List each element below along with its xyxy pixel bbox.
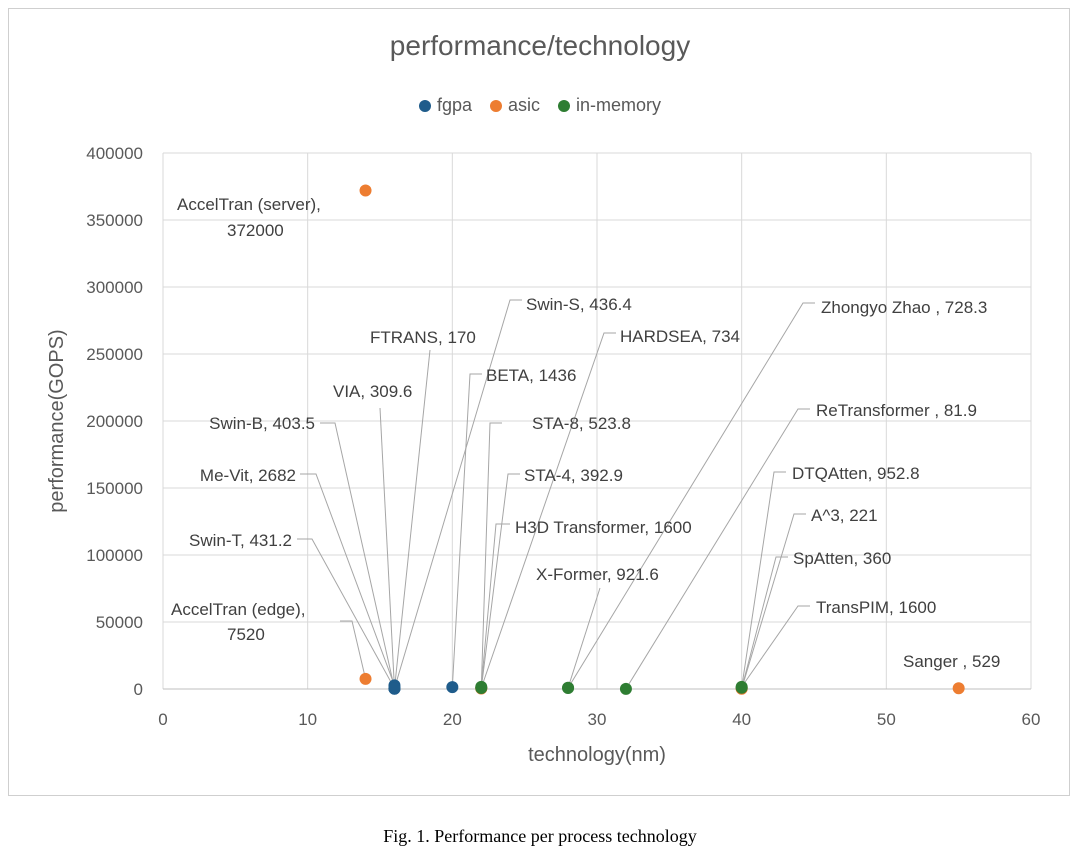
- data-label-leader: [567, 302, 815, 689]
- data-label-leader: [480, 422, 502, 689]
- legend-item-fgpa: fgpa: [418, 95, 472, 116]
- chart-title: performance/technology: [389, 30, 691, 61]
- data-label: ReTransformer , 81.9: [816, 401, 977, 420]
- y-tick-label: 50000: [96, 613, 143, 632]
- data-label-leader: [567, 587, 601, 688]
- legend-marker-in-memory: [558, 99, 571, 112]
- data-label-leader: [480, 523, 510, 687]
- data-point-asic: [359, 672, 372, 685]
- x-tick-label: 60: [1022, 710, 1041, 729]
- y-tick-label: 350000: [86, 211, 143, 230]
- data-label-leader: [625, 408, 810, 690]
- y-tick-label: 300000: [86, 278, 143, 297]
- data-label: STA-8, 523.8: [532, 414, 631, 433]
- data-point-fgpa: [388, 682, 401, 695]
- data-label: AccelTran (server),: [177, 195, 321, 214]
- data-label: A^3, 221: [811, 506, 878, 525]
- data-label: Swin-T, 431.2: [189, 531, 292, 550]
- y-axis-title: performance(GOPS): [46, 329, 68, 512]
- data-label: Zhongyo Zhao , 728.3: [821, 298, 987, 317]
- data-label-leader: [340, 620, 367, 680]
- data-label: X-Former, 921.6: [536, 565, 659, 584]
- data-label: AccelTran (edge),: [171, 600, 305, 619]
- legend-marker-asic: [490, 99, 502, 112]
- chart-legend: fgpa asic in-memory: [0, 95, 1080, 116]
- data-point-asic: [359, 184, 372, 197]
- data-point-in-memory: [735, 680, 748, 693]
- x-tick-label: 30: [588, 710, 607, 729]
- data-label: DTQAtten, 952.8: [792, 464, 920, 483]
- data-label: Me-Vit, 2682: [200, 466, 296, 485]
- data-label-leader: [300, 473, 395, 686]
- data-label: BETA, 1436: [486, 366, 576, 385]
- x-tick-label: 50: [877, 710, 896, 729]
- data-label-leader: [297, 538, 395, 689]
- data-label: H3D Transformer, 1600: [515, 518, 692, 537]
- legend-label-asic: asic: [508, 95, 541, 115]
- y-tick-label: 200000: [86, 412, 143, 431]
- data-label-leader: [741, 556, 788, 689]
- data-label-leader: [379, 407, 395, 689]
- legend-item-in-memory: in-memory: [558, 95, 661, 116]
- legend-label-fgpa: fgpa: [436, 95, 472, 115]
- data-point-in-memory: [562, 682, 575, 695]
- x-tick-label: 10: [298, 710, 317, 729]
- x-tick-label: 0: [158, 710, 167, 729]
- legend-label-in-memory: in-memory: [576, 95, 662, 115]
- data-label: STA-4, 392.9: [524, 466, 623, 485]
- data-label: 7520: [227, 625, 265, 644]
- data-label-leader: [451, 373, 482, 688]
- data-label: 372000: [227, 221, 284, 240]
- data-label: VIA, 309.6: [333, 382, 412, 401]
- data-label-leader: [320, 422, 395, 689]
- data-label-leader: [393, 299, 522, 689]
- scatter-plot: 0 10 20 30 40 50 60 0 50000 100000 150000 200000 250…: [46, 144, 1041, 766]
- data-label-leader: [393, 349, 431, 689]
- x-tick-label: 20: [443, 710, 462, 729]
- x-tick-label: 40: [732, 710, 751, 729]
- y-tick-label: 0: [134, 680, 143, 699]
- data-label: SpAtten, 360: [793, 549, 891, 568]
- chart-frame: [8, 8, 1070, 796]
- x-axis-title: technology(nm): [528, 744, 666, 766]
- data-label: FTRANS, 170: [370, 328, 476, 347]
- data-label: Sanger , 529: [903, 652, 1000, 671]
- data-label-leader: [741, 513, 806, 689]
- data-label-leader: [741, 605, 810, 688]
- data-label: TransPIM, 1600: [816, 598, 936, 617]
- y-tick-label: 150000: [86, 479, 143, 498]
- data-label-leader: [480, 473, 520, 689]
- figure-caption: Fig. 1. Performance per process technolo…: [383, 826, 697, 846]
- data-point-in-memory: [619, 682, 632, 695]
- data-label-leader: [480, 332, 616, 689]
- data-label: Swin-B, 403.5: [209, 414, 315, 433]
- data-point-fgpa: [446, 681, 459, 694]
- data-label: HARDSEA, 734: [620, 327, 740, 346]
- data-point-in-memory: [475, 680, 488, 693]
- y-tick-label: 400000: [86, 144, 143, 163]
- data-label: Swin-S, 436.4: [526, 295, 632, 314]
- data-point-asic: [952, 682, 965, 695]
- legend-item-asic: asic: [490, 95, 540, 116]
- legend-marker-fgpa: [418, 99, 431, 112]
- y-tick-label: 250000: [86, 345, 143, 364]
- y-tick-label: 100000: [86, 546, 143, 565]
- data-label-leader: [741, 471, 786, 688]
